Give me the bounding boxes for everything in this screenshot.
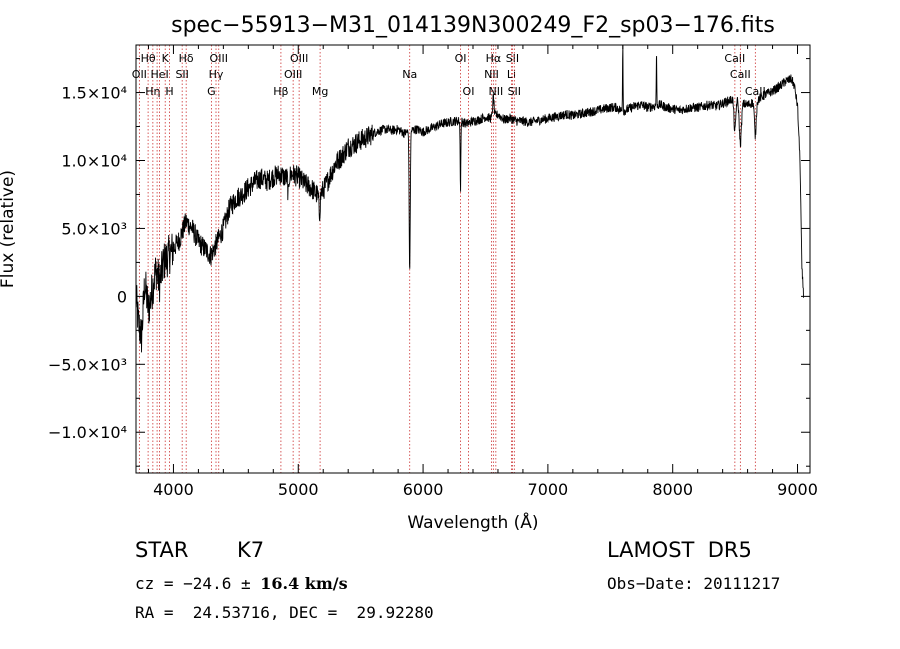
line-marker-label-26: CaII [730,68,751,81]
x-axis-label: Wavelength (Å) [407,511,538,533]
line-marker-label-20: Hα [486,52,502,65]
line-marker-label-24: SII [508,85,521,98]
line-marker-label-5: K [162,52,170,65]
line-marker-label-14: OIII [290,52,308,65]
line-marker-label-16: Na [402,68,417,81]
redshift-velocity-error: 16.4 km/s [260,574,348,593]
line-marker-label-18: OI [463,85,475,98]
chart-title: spec−55913−M31_014139N300249_F2_sp03−176… [171,13,775,38]
line-marker-label-8: Hδ [179,52,194,65]
line-marker-label-19: NII [484,68,499,81]
y-tick-label-1: −5.0×10³ [48,355,127,374]
line-marker-label-22: Li [507,68,516,81]
line-marker-label-7: SII [175,68,188,81]
spectrum-line [135,44,804,353]
spectral-subclass: K7 [237,538,265,562]
line-marker-label-1: Hη [145,85,160,98]
line-marker-label-0: Hθ [141,52,156,65]
line-marker-label-4: HeI [150,68,168,81]
plot-frame [135,44,811,474]
line-marker-label-25: CaII [724,52,745,65]
y-tick-label-3: 5.0×10³ [61,219,127,238]
line-marker-label-13: OIII [284,68,302,81]
sky-coordinates: RA = 24.53716, DEC = 29.92280 [135,603,434,622]
line-marker-label-10: Hγ [209,68,224,81]
line-marker-label-2: OII [132,68,147,81]
x-tick-label-2: 6000 [403,480,444,499]
line-marker-label-21: NII [488,85,503,98]
redshift-velocity-value: cz = −24.6 ± [135,574,261,593]
x-tick-label-5: 9000 [777,480,818,499]
x-tick-label-4: 8000 [652,480,693,499]
y-tick-label-0: −1.0×10⁴ [48,423,127,442]
line-marker-label-9: G [207,85,216,98]
observation-date: Obs−Date: 20111217 [607,574,781,593]
redshift-velocity: cz = −24.6 ± 16.4 km/s [135,574,348,593]
y-tick-label-2: 0 [117,287,127,306]
line-marker-label-27: CaII [745,85,766,98]
line-marker-label-23: SII [506,52,519,65]
line-marker-label-12: Hβ [273,85,288,98]
survey-release: LAMOST DR5 [607,538,752,562]
line-marker-label-6: H [165,85,173,98]
line-marker-label-15: Mg [312,85,328,98]
object-class: STAR [135,538,189,562]
x-tick-label-0: 4000 [153,480,194,499]
y-axis-label: Flux (relative) [0,170,18,288]
line-marker-label-11: OIII [210,52,228,65]
line-marker-label-17: OI [455,52,467,65]
x-tick-label-3: 7000 [528,480,569,499]
y-tick-label-5: 1.5×10⁴ [61,84,127,103]
x-tick-label-1: 5000 [278,480,319,499]
y-tick-label-4: 1.0×10⁴ [61,151,127,170]
